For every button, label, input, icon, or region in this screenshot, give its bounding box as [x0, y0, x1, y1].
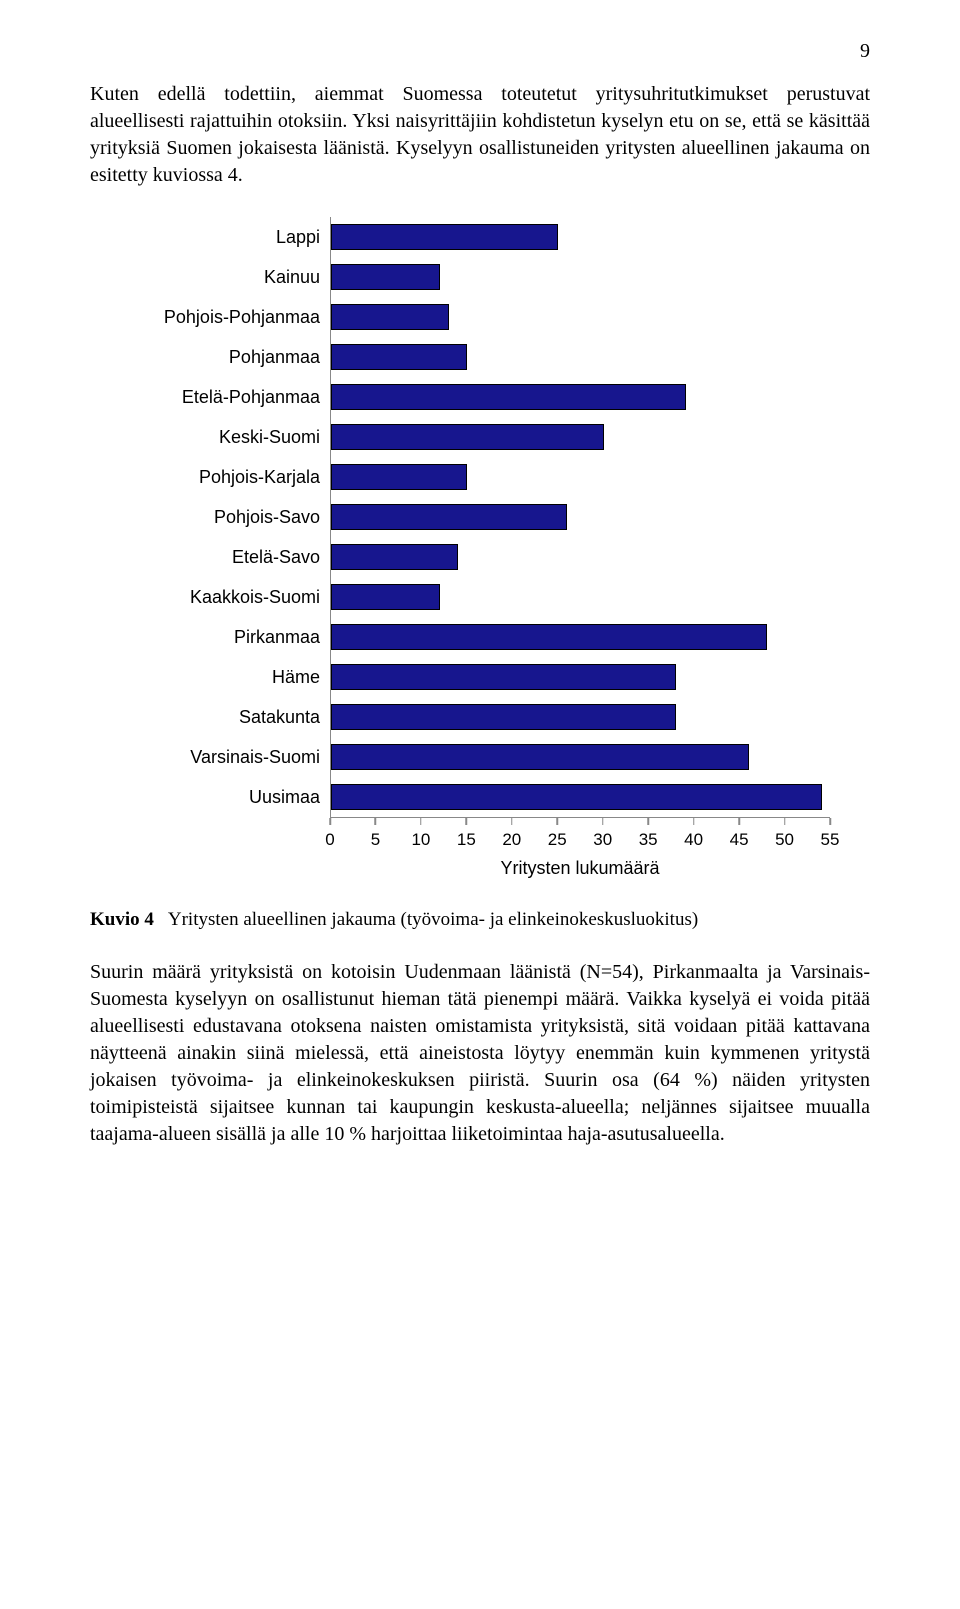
- bar-row: Kaakkois-Suomi: [130, 577, 830, 617]
- x-tick: [784, 818, 786, 825]
- bar: [331, 224, 558, 250]
- bar: [331, 424, 604, 450]
- x-tick: [466, 818, 468, 825]
- bar-row: Pirkanmaa: [130, 617, 830, 657]
- x-tick-label: 45: [730, 830, 749, 850]
- body-paragraph: Suurin määrä yrityksistä on kotoisin Uud…: [90, 959, 870, 1148]
- bar-track: [330, 537, 830, 577]
- x-tick-label: 0: [325, 830, 334, 850]
- bar-row: Häme: [130, 657, 830, 697]
- x-tick: [557, 818, 559, 825]
- bar-label: Pohjanmaa: [130, 347, 330, 368]
- x-tick-label: 55: [821, 830, 840, 850]
- x-axis-title: Yritysten lukumäärä: [330, 858, 830, 879]
- x-ticks: [330, 818, 830, 828]
- bar-label: Varsinais-Suomi: [130, 747, 330, 768]
- x-tick: [329, 818, 331, 825]
- page-number: 9: [90, 40, 870, 63]
- bar-label: Uusimaa: [130, 787, 330, 808]
- bar-label: Lappi: [130, 227, 330, 248]
- bar-label: Pohjois-Karjala: [130, 467, 330, 488]
- bar: [331, 344, 467, 370]
- bar-row: Satakunta: [130, 697, 830, 737]
- bar: [331, 744, 749, 770]
- bar-track: [330, 457, 830, 497]
- bar-label: Satakunta: [130, 707, 330, 728]
- bar-row: Keski-Suomi: [130, 417, 830, 457]
- bar-row: Kainuu: [130, 257, 830, 297]
- bar: [331, 704, 676, 730]
- bar: [331, 264, 440, 290]
- bar-track: [330, 297, 830, 337]
- bar-track: [330, 657, 830, 697]
- x-tick: [738, 818, 740, 825]
- bar-label: Keski-Suomi: [130, 427, 330, 448]
- bar: [331, 304, 449, 330]
- bar: [331, 664, 676, 690]
- bar-row: Pohjois-Savo: [130, 497, 830, 537]
- x-tick: [647, 818, 649, 825]
- bar-track: [330, 697, 830, 737]
- x-tick-label: 10: [411, 830, 430, 850]
- x-tick-label: 50: [775, 830, 794, 850]
- bar: [331, 584, 440, 610]
- bar: [331, 624, 767, 650]
- x-tick: [693, 818, 695, 825]
- bar-label: Kaakkois-Suomi: [130, 587, 330, 608]
- figure-caption-text: Yritysten alueellinen jakauma (työvoima-…: [168, 909, 698, 930]
- x-tick: [375, 818, 377, 825]
- bar-track: [330, 497, 830, 537]
- bar-track: [330, 617, 830, 657]
- bar-label: Pirkanmaa: [130, 627, 330, 648]
- figure-caption-label: Kuvio 4: [90, 909, 154, 930]
- intro-paragraph: Kuten edellä todettiin, aiemmat Suomessa…: [90, 81, 870, 189]
- bar-track: [330, 737, 830, 777]
- bar-row: Varsinais-Suomi: [130, 737, 830, 777]
- x-tick-label: 35: [639, 830, 658, 850]
- bar: [331, 384, 686, 410]
- x-tick-label: 20: [502, 830, 521, 850]
- x-tick-label: 5: [371, 830, 380, 850]
- bar: [331, 784, 822, 810]
- x-tick-label: 40: [684, 830, 703, 850]
- bar: [331, 504, 567, 530]
- x-labels: 0510152025303540455055: [330, 828, 830, 852]
- bar-row: Uusimaa: [130, 777, 830, 817]
- bar-label: Pohjois-Savo: [130, 507, 330, 528]
- x-tick-label: 30: [593, 830, 612, 850]
- x-tick: [511, 818, 513, 825]
- figure-caption: Kuvio 4 Yritysten alueellinen jakauma (ty…: [90, 909, 870, 931]
- x-tick-label: 25: [548, 830, 567, 850]
- bar-track: [330, 417, 830, 457]
- x-tick: [602, 818, 604, 825]
- bar-row: Pohjanmaa: [130, 337, 830, 377]
- bar-row: Lappi: [130, 217, 830, 257]
- bar-label: Häme: [130, 667, 330, 688]
- bar-track: [330, 257, 830, 297]
- chart-region: Lappi Kainuu Pohjois-Pohjanmaa Pohjanmaa Ete…: [130, 217, 870, 879]
- bar-row: Pohjois-Karjala: [130, 457, 830, 497]
- bar-row: Etelä-Pohjanmaa: [130, 377, 830, 417]
- bar-track: [330, 577, 830, 617]
- bar-chart: Lappi Kainuu Pohjois-Pohjanmaa Pohjanmaa Ete…: [130, 217, 830, 879]
- bar-label: Pohjois-Pohjanmaa: [130, 307, 330, 328]
- bar-label: Etelä-Pohjanmaa: [130, 387, 330, 408]
- bar-track: [330, 777, 830, 817]
- bar-track: [330, 337, 830, 377]
- bar-track: [330, 217, 830, 257]
- bar: [331, 544, 458, 570]
- bar: [331, 464, 467, 490]
- bar-label: Etelä-Savo: [130, 547, 330, 568]
- bar-row: Pohjois-Pohjanmaa: [130, 297, 830, 337]
- x-tick: [829, 818, 831, 825]
- x-tick: [420, 818, 422, 825]
- bar-label: Kainuu: [130, 267, 330, 288]
- x-tick-label: 15: [457, 830, 476, 850]
- bar-track: [330, 377, 830, 417]
- bar-row: Etelä-Savo: [130, 537, 830, 577]
